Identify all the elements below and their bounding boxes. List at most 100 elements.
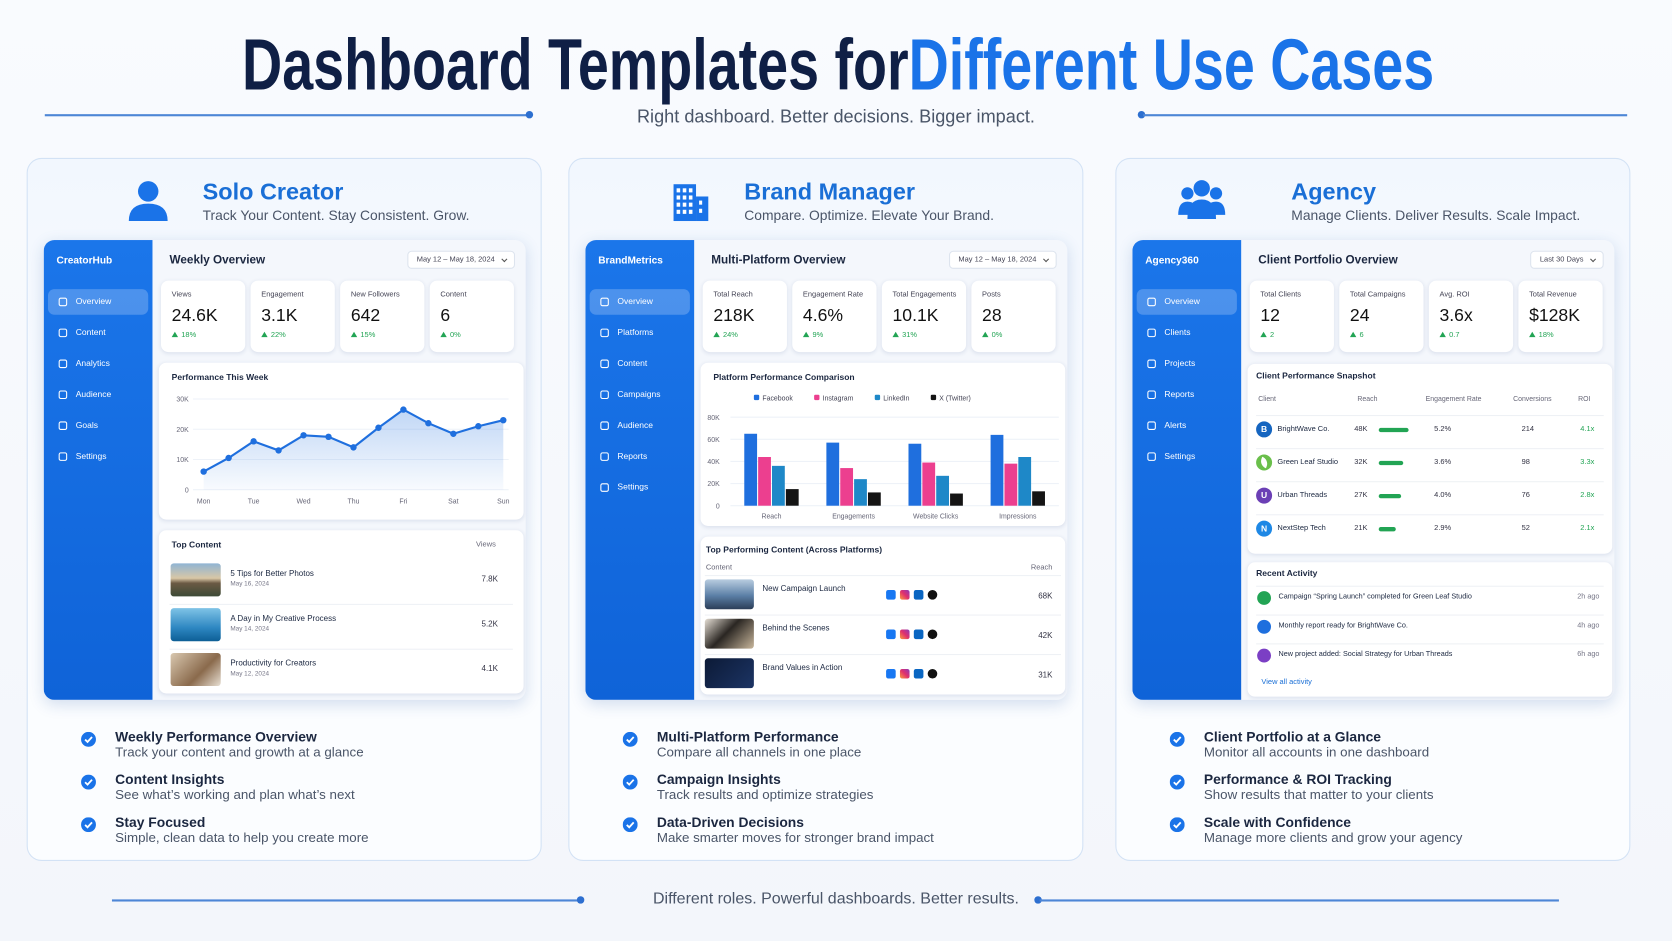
row-divider bbox=[1256, 415, 1604, 417]
nav-label: Content bbox=[75, 327, 106, 338]
nav-item[interactable]: Audience bbox=[590, 413, 690, 439]
feature-desc: Track your content and growth at a glanc… bbox=[115, 744, 364, 760]
kpi-change: 6 bbox=[1349, 331, 1364, 339]
divider bbox=[1039, 899, 1559, 902]
x-tick-label: Reach bbox=[761, 514, 781, 521]
nav-item[interactable]: Reports bbox=[1137, 382, 1237, 408]
feature-desc: Simple, clean data to help you create mo… bbox=[115, 830, 369, 845]
row-views: 7.8K bbox=[481, 573, 498, 584]
nav-label: Reports bbox=[1164, 389, 1195, 400]
view-all-link[interactable]: View all activity bbox=[1261, 678, 1312, 687]
bar bbox=[922, 462, 936, 506]
nav-item[interactable]: Overview bbox=[589, 289, 690, 315]
date-filter[interactable]: May 12 – May 18, 2024 bbox=[948, 250, 1057, 269]
y-tick-label: 30K bbox=[176, 397, 189, 404]
nav-item[interactable]: Goals bbox=[48, 413, 148, 439]
divider-dot bbox=[576, 896, 585, 904]
check-icon bbox=[81, 774, 96, 790]
nav-icon bbox=[58, 328, 68, 338]
nav-item[interactable]: Campaigns bbox=[590, 382, 690, 408]
kpi-card: Total Clients 12 2 bbox=[1249, 280, 1334, 353]
table-title: Client Performance Snapshot bbox=[1256, 371, 1376, 381]
column-header: ROI bbox=[1578, 395, 1591, 404]
nav-item[interactable]: Content bbox=[590, 351, 690, 377]
row-date: May 16, 2024 bbox=[230, 581, 270, 588]
date-filter[interactable]: Last 30 Days bbox=[1530, 250, 1604, 269]
kpi-card: Engagement Rate 4.6% 9% bbox=[792, 280, 877, 353]
nav-item[interactable]: Settings bbox=[48, 444, 148, 470]
feature-desc: Show results that matter to your clients bbox=[1203, 787, 1434, 803]
client-avatar bbox=[1256, 454, 1273, 471]
kpi-change: 0% bbox=[440, 331, 461, 339]
nav-icon bbox=[1147, 452, 1156, 461]
kpi-card: Posts 28 0% bbox=[971, 280, 1056, 353]
kpi-card: Total Reach 218K 24% bbox=[702, 280, 787, 353]
kpi-card: Total Engagements 10.1K 31% bbox=[881, 280, 967, 353]
nav-label: Audience bbox=[617, 420, 653, 430]
column-header: Reach bbox=[1030, 564, 1053, 572]
kpi-change: 2 bbox=[1260, 331, 1275, 340]
check-icon bbox=[81, 731, 96, 747]
nav-item[interactable]: Audience bbox=[48, 382, 148, 408]
kpi-label: Engagement Rate bbox=[802, 291, 864, 299]
dashboard-mock: Agency360 Overview Clients Projects Reports A… bbox=[1132, 240, 1615, 700]
social-icon bbox=[899, 589, 910, 600]
column-header: Engagement Rate bbox=[1425, 395, 1482, 404]
chart-title: Performance This Week bbox=[171, 372, 269, 382]
row-title: Brand Values in Action bbox=[762, 662, 843, 673]
check-icon bbox=[1169, 731, 1185, 747]
date-text: May 12 – May 18, 2024 bbox=[416, 256, 495, 264]
nav-item[interactable]: Settings bbox=[1137, 444, 1237, 470]
nav-item[interactable]: Settings bbox=[590, 475, 690, 501]
engagement: 3.6% bbox=[1434, 458, 1452, 467]
kpi-card: Engagement 3.1K 22% bbox=[250, 280, 335, 353]
nav-icon bbox=[1147, 359, 1156, 369]
card-title: Solo Creator bbox=[202, 178, 344, 205]
nav-label: Projects bbox=[1164, 358, 1196, 369]
x-tick-label: Tue bbox=[248, 499, 260, 506]
check-icon bbox=[1169, 817, 1185, 833]
point bbox=[350, 444, 357, 451]
social-icon bbox=[927, 589, 938, 600]
dashboard-mock: CreatorHub Overview Content Analytics Audien… bbox=[43, 240, 526, 700]
subtitle: Right dashboard. Better decisions. Bigge… bbox=[636, 106, 1035, 127]
legend-label: Facebook bbox=[762, 396, 793, 403]
kpi-card: Content 6 0% bbox=[429, 280, 514, 353]
kpi-value: 218K bbox=[713, 306, 755, 326]
nav-item[interactable]: Content bbox=[48, 320, 148, 346]
nav-icon bbox=[600, 483, 609, 492]
nav-label: Settings bbox=[75, 451, 107, 461]
roi: 2.1x bbox=[1580, 524, 1595, 533]
conversions: 214 bbox=[1521, 425, 1535, 434]
legend-label: LinkedIn bbox=[883, 396, 909, 403]
bar bbox=[785, 489, 799, 506]
feature-title: Data-Driven Decisions bbox=[656, 814, 804, 831]
nav-item[interactable]: Overview bbox=[1136, 289, 1237, 315]
table-title: Top Content bbox=[171, 539, 222, 550]
conversions: 98 bbox=[1521, 458, 1530, 467]
nav-item[interactable]: Clients bbox=[1137, 320, 1237, 346]
row-divider bbox=[169, 603, 513, 605]
brand: CreatorHub bbox=[56, 254, 113, 267]
nav-icon bbox=[58, 452, 68, 461]
activity-icon bbox=[1257, 648, 1272, 663]
check-icon bbox=[1169, 774, 1185, 790]
nav-item[interactable]: Alerts bbox=[1137, 413, 1237, 439]
nav-item[interactable]: Overview bbox=[47, 289, 149, 315]
x-tick-label: Engagements bbox=[832, 514, 875, 521]
nav-item[interactable]: Reports bbox=[590, 444, 690, 470]
column-header: Conversions bbox=[1513, 395, 1552, 404]
change-value: 2 bbox=[1269, 331, 1275, 340]
nav-item[interactable]: Projects bbox=[1137, 351, 1237, 377]
nav-label: Audience bbox=[75, 389, 112, 400]
reach-value: 21K bbox=[1354, 524, 1368, 533]
nav-item[interactable]: Platforms bbox=[590, 320, 690, 346]
engagement: 2.9% bbox=[1434, 524, 1452, 533]
activity-text: Monthly report ready for BrightWave Co. bbox=[1278, 622, 1408, 630]
date-filter[interactable]: May 12 – May 18, 2024 bbox=[407, 250, 516, 269]
divider bbox=[111, 899, 580, 902]
change-value: 22% bbox=[270, 331, 286, 340]
x-tick-label: Impressions bbox=[999, 514, 1037, 521]
social-icon bbox=[913, 629, 924, 640]
nav-item[interactable]: Analytics bbox=[48, 351, 148, 377]
